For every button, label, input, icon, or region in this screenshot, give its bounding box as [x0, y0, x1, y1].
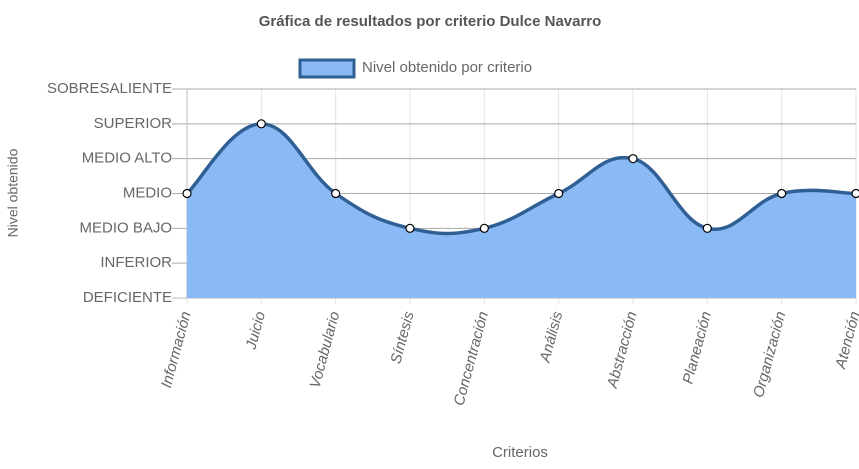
x-tick-label: Abstracción	[604, 310, 641, 391]
point	[851, 188, 859, 199]
legend-label: Nivel obtenido por criterio	[362, 59, 532, 76]
x-tick-label: Atención	[832, 310, 859, 372]
x-tick-label: Juicio	[242, 310, 269, 352]
point	[479, 223, 489, 233]
x-tick-label: Síntesis	[387, 309, 417, 365]
y-tick-label: INFERIOR	[100, 254, 172, 271]
point	[777, 188, 787, 199]
area	[187, 123, 856, 298]
chart-title: Gráfica de resultados por criterio Dulce…	[259, 13, 602, 30]
y-tick-label: SOBRESALIENTE	[47, 80, 172, 97]
x-tick-label: Planeación	[679, 310, 715, 386]
y-axis-title: Nivel obtenido	[5, 148, 21, 237]
x-tick-label: Información	[158, 310, 195, 390]
x-tick-label: Organización	[750, 310, 789, 400]
y-tick-label: DEFICIENTE	[83, 289, 172, 306]
point	[702, 223, 712, 233]
point	[331, 188, 341, 199]
point	[182, 188, 192, 199]
y-tick-label: MEDIO BAJO	[79, 219, 172, 236]
y-tick-label: MEDIO	[123, 184, 172, 201]
y-tick-label: MEDIO ALTO	[82, 150, 172, 167]
x-tick-label: Análisis	[536, 309, 566, 365]
point	[256, 119, 266, 129]
legend-swatch	[298, 58, 356, 79]
x-tick-label: Concentración	[451, 310, 492, 408]
x-axis-title: Criterios	[492, 444, 548, 461]
x-tick-label: Vocabulario	[307, 310, 344, 390]
line	[185, 122, 857, 236]
point	[405, 223, 415, 233]
y-tick-label: SUPERIOR	[94, 115, 173, 132]
point	[554, 188, 564, 199]
point	[628, 154, 638, 164]
